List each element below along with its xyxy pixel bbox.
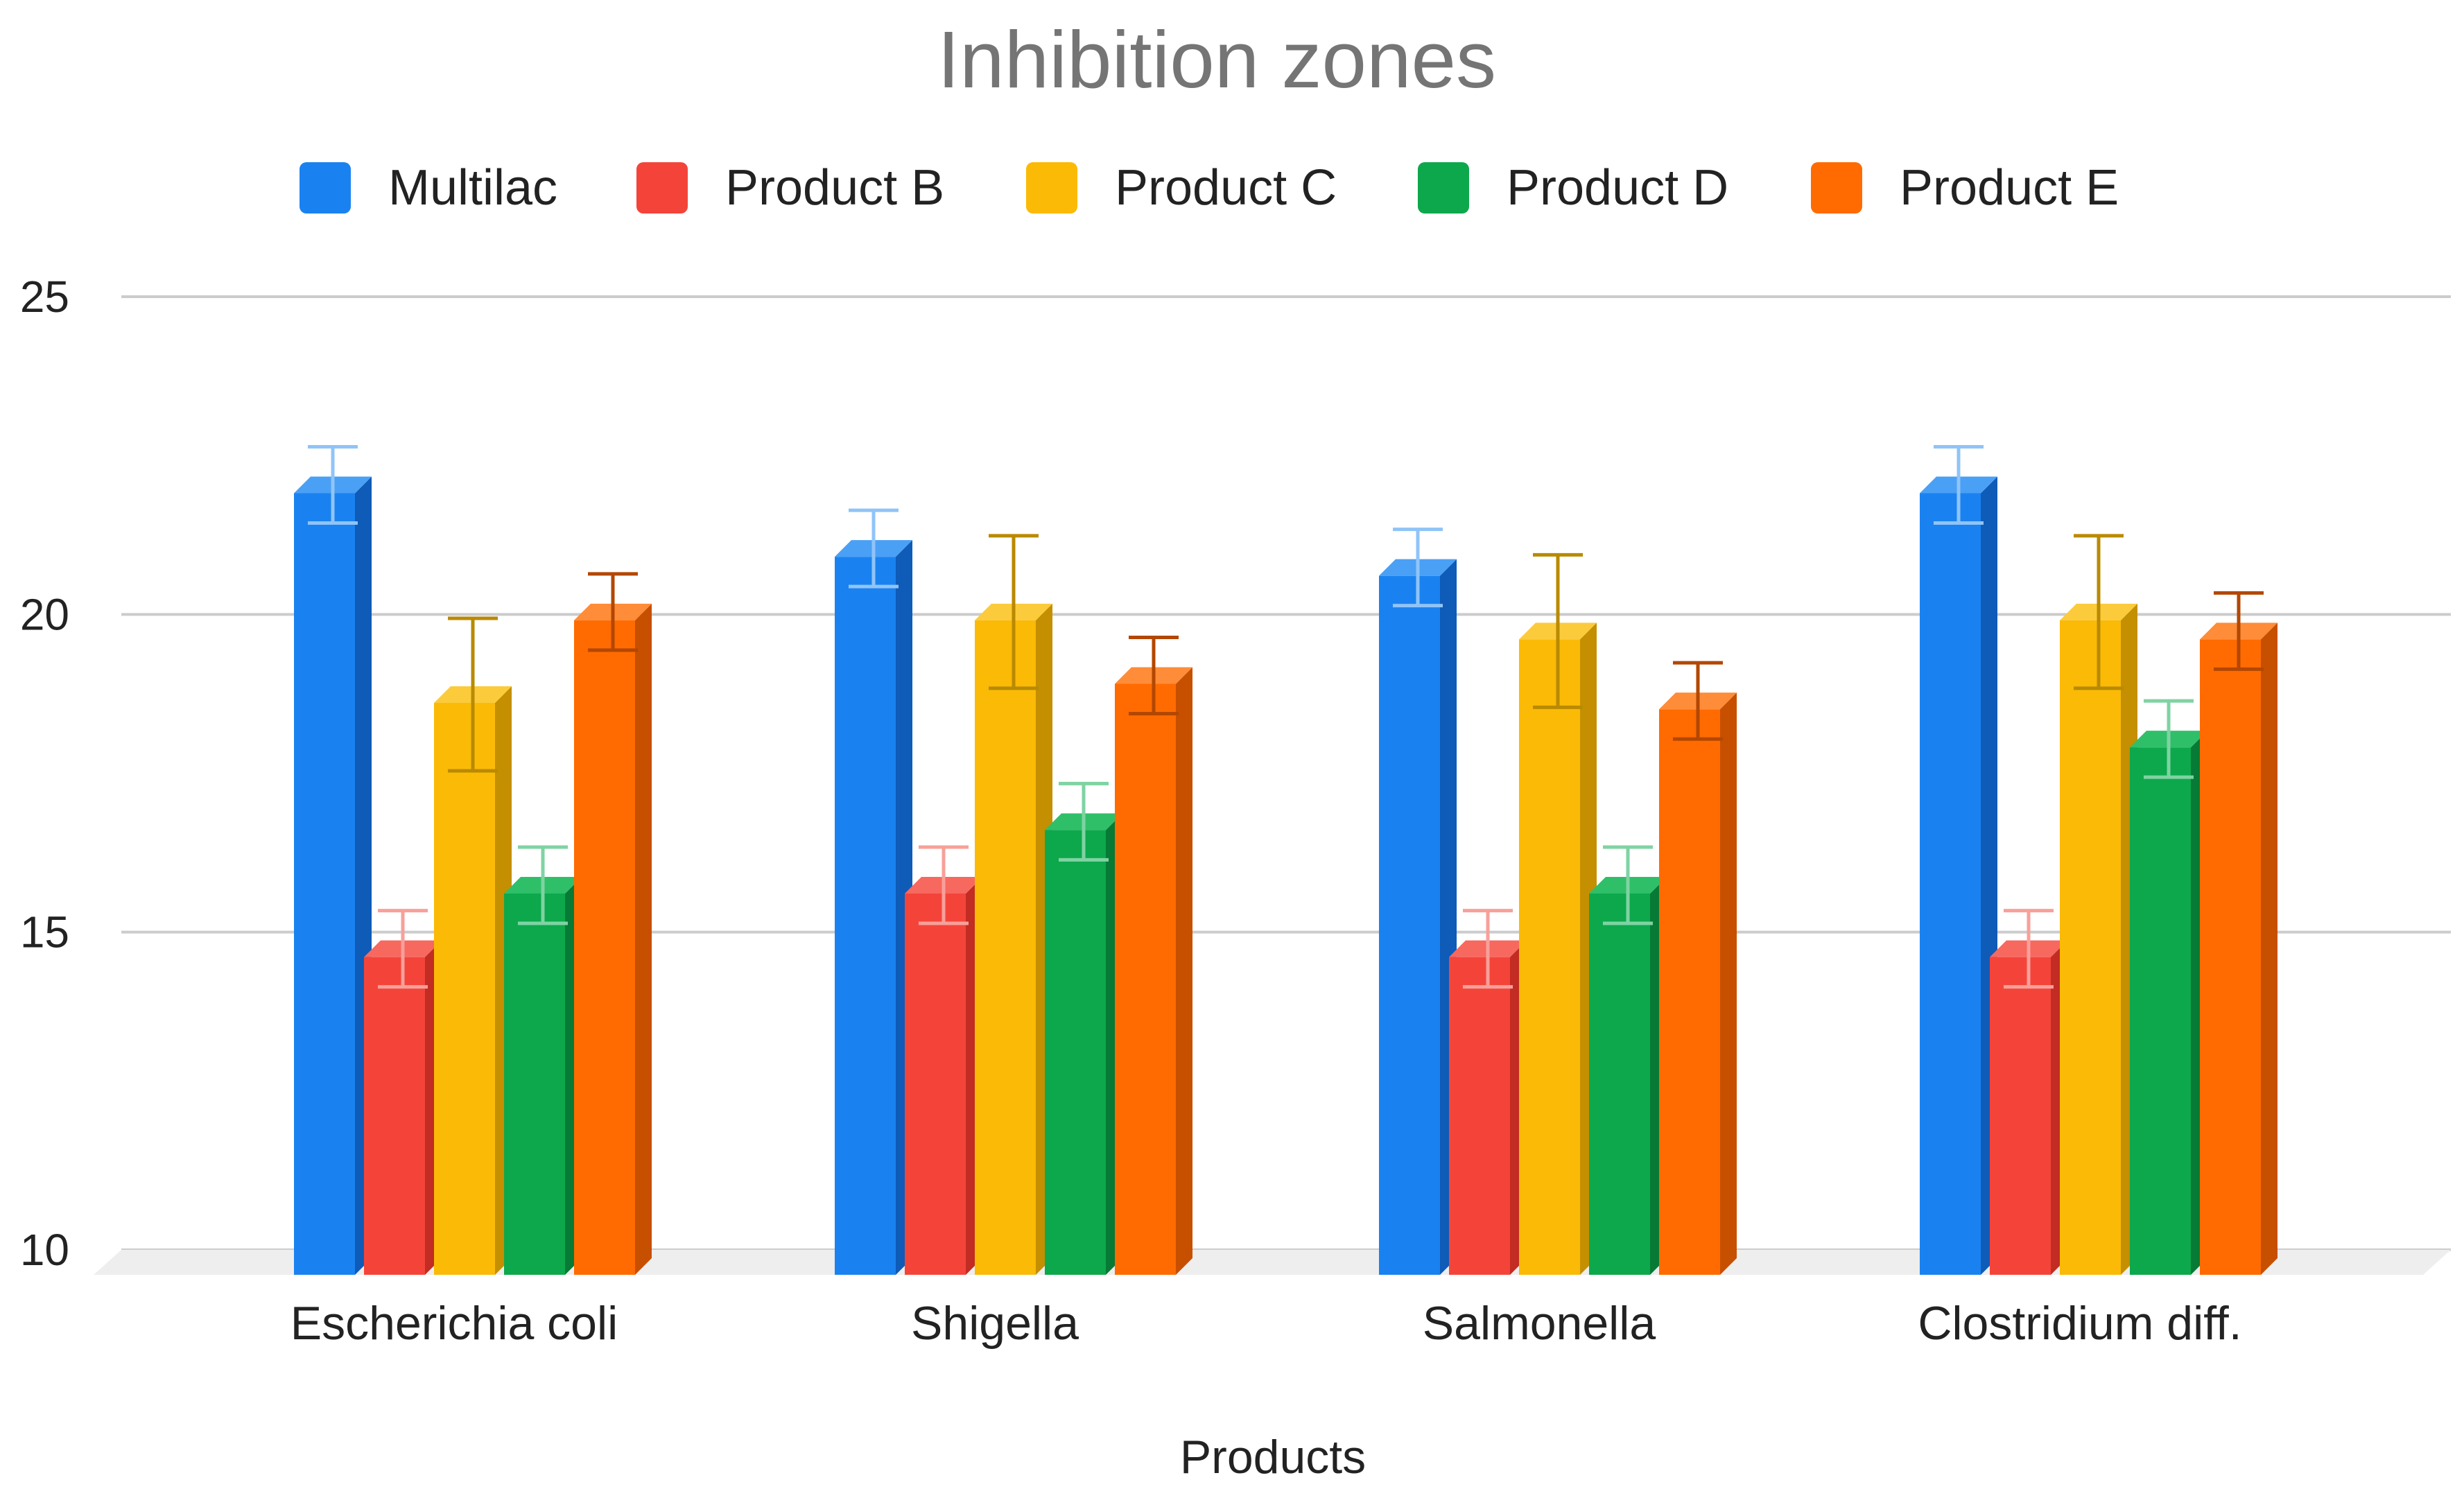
legend-swatch: [1026, 162, 1077, 214]
legend-label: Product E: [1900, 160, 2119, 216]
bar-product-b: [905, 845, 982, 1275]
bar-product-c: [434, 616, 512, 1275]
error-bar: [1463, 909, 1513, 989]
error-bar: [1393, 528, 1443, 608]
chart-floor: [94, 1250, 2451, 1275]
bar-product-b: [1449, 909, 1527, 1275]
error-bar: [919, 845, 969, 925]
bar-front: [1519, 639, 1580, 1275]
error-bar: [1934, 445, 1984, 525]
legend-item: Multilac: [300, 160, 557, 216]
bar-product-b: [1990, 909, 2067, 1275]
error-bar: [2004, 909, 2054, 989]
bar-front: [1920, 493, 1981, 1275]
y-tick-label: 20: [20, 589, 69, 639]
legend-item: Product B: [636, 160, 944, 216]
bar-front: [2060, 620, 2121, 1275]
error-bar: [448, 616, 498, 773]
error-bar: [1673, 661, 1723, 741]
bar-product-e: [574, 572, 652, 1275]
bar-front: [574, 620, 635, 1275]
bar-product-b: [364, 909, 442, 1275]
error-bar: [308, 445, 358, 525]
error-bar: [378, 909, 428, 989]
legend-swatch: [300, 162, 351, 214]
bar-front: [1045, 830, 1106, 1275]
bar-front: [1449, 957, 1510, 1275]
bar-front: [1115, 683, 1176, 1275]
bar-front: [1990, 957, 2051, 1275]
bar-front: [1589, 894, 1650, 1275]
y-tick-label: 15: [20, 907, 69, 957]
error-bar: [518, 845, 568, 925]
legend-item: Product C: [1026, 160, 1337, 216]
error-bar: [1603, 845, 1653, 925]
legend-swatch: [636, 162, 688, 214]
x-axis-title: Products: [1180, 1431, 1366, 1483]
bar-front: [905, 894, 966, 1275]
legend-swatch: [1418, 162, 1469, 214]
bar-product-c: [2060, 534, 2137, 1275]
legend-label: Product B: [725, 160, 944, 216]
bar-side: [2261, 622, 2278, 1275]
error-bar: [2074, 534, 2124, 690]
chart-title: Inhibition zones: [937, 15, 1496, 105]
error-bar: [588, 572, 638, 652]
category-labels: Escherichia coli Shigella Salmonella Clostr…: [290, 1297, 2242, 1350]
legend-swatch: [1811, 162, 1862, 214]
bar-front: [975, 620, 1036, 1275]
bar-front: [434, 703, 495, 1275]
bar-product-c: [975, 534, 1052, 1275]
legend: Multilac Product B Product C Product D Produ…: [300, 160, 2119, 216]
x-tick-label: Shigella: [911, 1297, 1079, 1350]
bar-product-e: [2200, 591, 2278, 1275]
error-bar: [1059, 781, 1109, 862]
x-tick-label: Clostridium diff.: [1918, 1297, 2241, 1350]
bar-product-e: [1659, 661, 1737, 1275]
error-bar: [1129, 636, 1179, 715]
gridlines: 10 15 20 25: [20, 272, 2451, 1275]
bar-front: [2130, 747, 2191, 1275]
legend-label: Product C: [1115, 160, 1337, 216]
bar-product-c: [1519, 552, 1597, 1275]
bar-multilac: [294, 445, 372, 1275]
error-bar: [2144, 699, 2194, 779]
bar-front: [364, 957, 425, 1275]
legend-label: Product D: [1507, 160, 1728, 216]
bar-front: [2200, 639, 2261, 1275]
error-bar: [1533, 552, 1583, 709]
bar-front: [1379, 575, 1440, 1275]
bar-multilac: [1379, 528, 1457, 1275]
y-tick-label: 10: [20, 1225, 69, 1275]
error-bar: [989, 534, 1039, 690]
bar-side: [1720, 693, 1737, 1275]
legend-label: Multilac: [388, 160, 557, 216]
bar-side: [635, 603, 652, 1275]
bar-product-d: [504, 845, 582, 1275]
bar-front: [504, 894, 565, 1275]
legend-item: Product D: [1418, 160, 1728, 216]
x-tick-label: Escherichia coli: [290, 1297, 618, 1350]
bar-multilac: [1920, 445, 1997, 1275]
bar-product-d: [1045, 781, 1122, 1275]
error-bar: [849, 508, 899, 589]
legend-item: Product E: [1811, 160, 2119, 216]
error-bar: [2214, 591, 2264, 671]
bar-product-d: [2130, 699, 2207, 1275]
bars: [294, 445, 2278, 1275]
x-tick-label: Salmonella: [1423, 1297, 1656, 1350]
bar-front: [1659, 709, 1720, 1275]
bar-front: [835, 557, 896, 1275]
bar-product-d: [1589, 845, 1667, 1275]
bar-side: [1176, 667, 1192, 1275]
bar-multilac: [835, 508, 912, 1275]
bar-front: [294, 493, 355, 1275]
bar-product-e: [1115, 636, 1192, 1275]
y-tick-label: 25: [20, 272, 69, 322]
